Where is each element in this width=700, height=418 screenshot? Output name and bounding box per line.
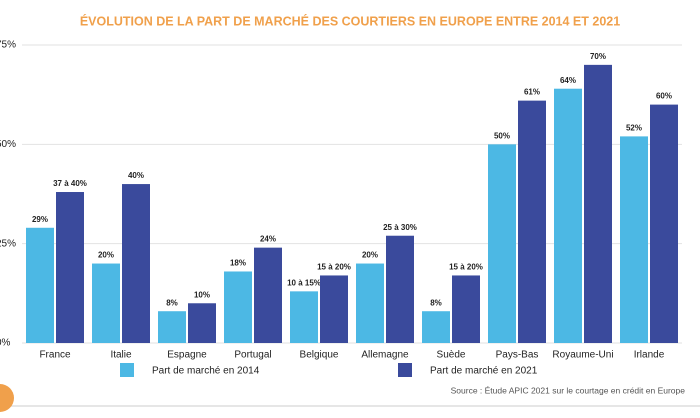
value-label: 37 à 40% <box>53 179 87 188</box>
x-tick-label: Pays-Bas <box>496 350 539 361</box>
x-tick-label: Suède <box>437 350 466 361</box>
value-label: 8% <box>166 298 178 307</box>
decoration <box>0 384 14 412</box>
x-tick-label: Portugal <box>234 350 271 361</box>
value-label: 18% <box>230 259 246 268</box>
bar <box>584 64 612 343</box>
bar <box>320 275 348 343</box>
x-tick-label: Allemagne <box>361 350 409 361</box>
bar <box>290 291 318 343</box>
value-label: 40% <box>128 171 144 180</box>
bar <box>356 263 384 343</box>
y-tick-label: 75% <box>0 40 16 51</box>
bar <box>620 136 648 343</box>
legend-swatch <box>398 363 412 377</box>
y-tick-label: 0% <box>0 338 11 349</box>
bar <box>518 100 546 343</box>
bar <box>158 311 186 343</box>
legend-label: Part de marché en 2021 <box>430 366 538 377</box>
value-label: 60% <box>656 92 672 101</box>
y-tick-label: 25% <box>0 238 16 249</box>
value-label: 24% <box>260 235 276 244</box>
bar <box>452 275 480 343</box>
bar <box>254 247 282 343</box>
chart-title: ÉVOLUTION DE LA PART DE MARCHÉ DES COURT… <box>80 13 620 28</box>
value-label: 15 à 20% <box>317 263 351 272</box>
value-label: 20% <box>362 251 378 260</box>
x-tick-label: Espagne <box>167 350 207 361</box>
legend-label: Part de marché en 2014 <box>152 366 260 377</box>
value-label: 64% <box>560 76 576 85</box>
value-label: 15 à 20% <box>449 263 483 272</box>
source-note: Source : Étude APIC 2021 sur le courtage… <box>451 385 686 395</box>
x-tick-label: Irlande <box>634 350 665 361</box>
bar <box>92 263 120 343</box>
value-label: 10% <box>194 290 210 299</box>
bar <box>56 192 84 343</box>
bar <box>386 235 414 343</box>
x-tick-label: Royaume-Uni <box>552 350 613 361</box>
y-tick-label: 50% <box>0 139 16 150</box>
value-label: 8% <box>430 298 442 307</box>
value-label: 20% <box>98 251 114 260</box>
bar <box>224 271 252 343</box>
legend-swatch <box>120 363 134 377</box>
bar <box>650 104 678 343</box>
value-label: 50% <box>494 131 510 140</box>
value-label: 61% <box>524 88 540 97</box>
x-tick-label: Italie <box>110 350 132 361</box>
value-label: 70% <box>590 52 606 61</box>
bar <box>188 303 216 343</box>
bar <box>488 144 516 343</box>
bar <box>422 311 450 343</box>
value-label: 25 à 30% <box>383 223 417 232</box>
bar <box>122 184 150 343</box>
bar <box>554 88 582 343</box>
value-label: 52% <box>626 123 642 132</box>
bar <box>26 227 54 343</box>
value-label: 10 à 15% <box>287 278 321 287</box>
value-label: 29% <box>32 215 48 224</box>
x-tick-label: France <box>39 350 71 361</box>
x-tick-label: Belgique <box>300 350 339 361</box>
